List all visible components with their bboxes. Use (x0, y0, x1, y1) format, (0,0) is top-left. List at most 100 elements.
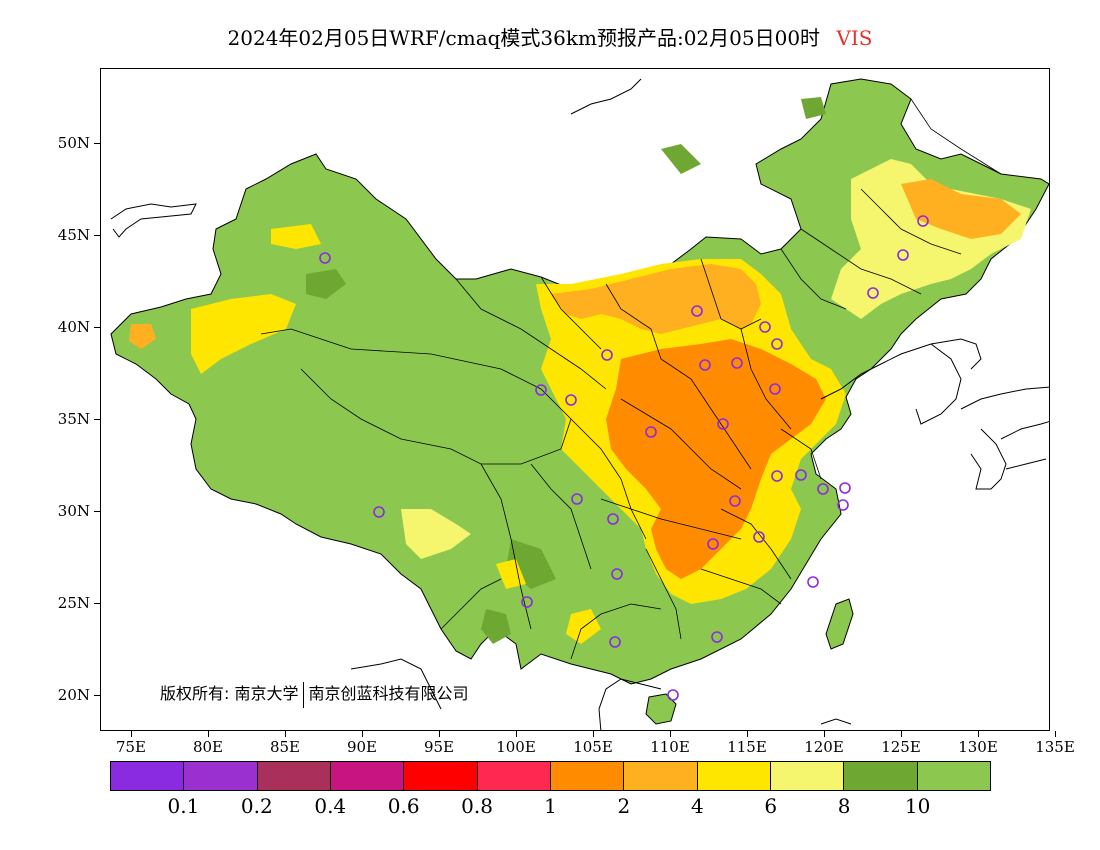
lat-label-45n: 45N (57, 226, 90, 244)
china-visibility-map (110, 78, 1049, 730)
legend-swatch (184, 762, 258, 790)
lon-tick (439, 731, 440, 737)
legend-swatch (330, 762, 405, 790)
lon-label-100e: 100E (496, 738, 536, 756)
lon-tick (824, 731, 825, 737)
map-title: 2024年02月05日WRF/cmaq模式36km预报产品:02月05日00时 … (0, 22, 1100, 51)
station-marker (611, 568, 623, 580)
station-marker (609, 636, 621, 648)
legend-label: 0.4 (314, 794, 347, 818)
station-marker (817, 483, 829, 495)
lat-label-40n: 40N (57, 318, 90, 336)
legend-swatch (550, 762, 625, 790)
legend-swatch (917, 762, 990, 790)
lon-tick (901, 731, 902, 737)
lon-tick (516, 731, 517, 737)
station-marker (699, 359, 711, 371)
lat-tick (94, 511, 100, 512)
lon-tick (670, 731, 671, 737)
legend-swatch (477, 762, 551, 790)
station-marker (717, 418, 729, 430)
station-marker (535, 384, 547, 396)
monitoring-stations (319, 215, 929, 701)
station-marker (601, 349, 613, 361)
copyright-note: 版权所有: 南京大学 南京创蓝科技有限公司 (160, 680, 469, 708)
lat-label-25n: 25N (57, 594, 90, 612)
station-marker (839, 482, 851, 494)
lat-tick (94, 603, 100, 604)
province-borders (260, 98, 1002, 660)
station-marker (917, 215, 929, 227)
lon-label-80e: 80E (192, 738, 224, 756)
station-marker (521, 596, 533, 608)
legend-swatch (624, 762, 698, 790)
hainan-island (645, 693, 677, 725)
lon-tick (131, 731, 132, 737)
lat-label-50n: 50N (57, 134, 90, 152)
legend-swatch (697, 762, 771, 790)
lon-label-95e: 95E (423, 738, 455, 756)
legend-swatch (770, 762, 845, 790)
taiwan-island (825, 598, 854, 650)
station-marker (795, 469, 807, 481)
station-marker (897, 249, 909, 261)
lon-label-90e: 90E (346, 738, 378, 756)
station-marker (837, 499, 849, 511)
station-marker (691, 305, 703, 317)
station-marker (759, 321, 771, 333)
lon-label-105e: 105E (573, 738, 613, 756)
copyright-org2: 南京创蓝科技有限公司 (308, 684, 469, 703)
station-marker (867, 287, 879, 299)
map-frame (100, 68, 1050, 731)
station-marker (319, 252, 331, 264)
lat-tick (94, 695, 100, 696)
legend-label: 10 (904, 794, 931, 818)
station-marker (565, 394, 577, 406)
lon-label-120e: 120E (804, 738, 844, 756)
lon-tick (285, 731, 286, 737)
legend-label: 1 (544, 794, 557, 818)
legend-label: 0.2 (240, 794, 273, 818)
legend-label: 0.1 (167, 794, 200, 818)
title-variable: VIS (836, 26, 873, 50)
legend-swatch (844, 762, 918, 790)
station-marker (645, 426, 657, 438)
lon-label-85e: 85E (269, 738, 301, 756)
legend-label: 0.6 (387, 794, 420, 818)
station-marker (753, 531, 765, 543)
lat-tick (94, 419, 100, 420)
lon-label-125e: 125E (881, 738, 921, 756)
station-marker (807, 576, 819, 588)
copyright-separator (302, 681, 304, 708)
lat-tick (94, 235, 100, 236)
station-marker (571, 493, 583, 505)
lon-label-110e: 110E (650, 738, 690, 756)
station-marker (731, 357, 743, 369)
station-marker (771, 338, 783, 350)
legend-swatch (257, 762, 331, 790)
legend-label: 2 (617, 794, 631, 818)
lon-tick (593, 731, 594, 737)
color-legend (110, 761, 991, 791)
lon-tick (362, 731, 363, 737)
title-main: 2024年02月05日WRF/cmaq模式36km预报产品:02月05日00时 (227, 26, 821, 50)
station-marker (373, 506, 385, 518)
lon-tick (1055, 731, 1056, 737)
station-marker (769, 383, 781, 395)
legend-label: 8 (837, 794, 851, 818)
station-marker (667, 689, 679, 701)
station-marker (607, 513, 619, 525)
lat-label-35n: 35N (57, 410, 90, 428)
station-marker (729, 495, 741, 507)
lon-label-75e: 75E (115, 738, 147, 756)
legend-swatch (404, 762, 478, 790)
lon-label-130e: 130E (958, 738, 998, 756)
neighbour-outlines (110, 78, 1049, 730)
lat-label-30n: 30N (57, 502, 90, 520)
lat-tick (94, 327, 100, 328)
lon-tick (208, 731, 209, 737)
lat-tick (94, 143, 100, 144)
legend-label: 0.8 (461, 794, 493, 818)
legend-swatch (111, 762, 185, 790)
legend-label: 4 (690, 794, 704, 818)
